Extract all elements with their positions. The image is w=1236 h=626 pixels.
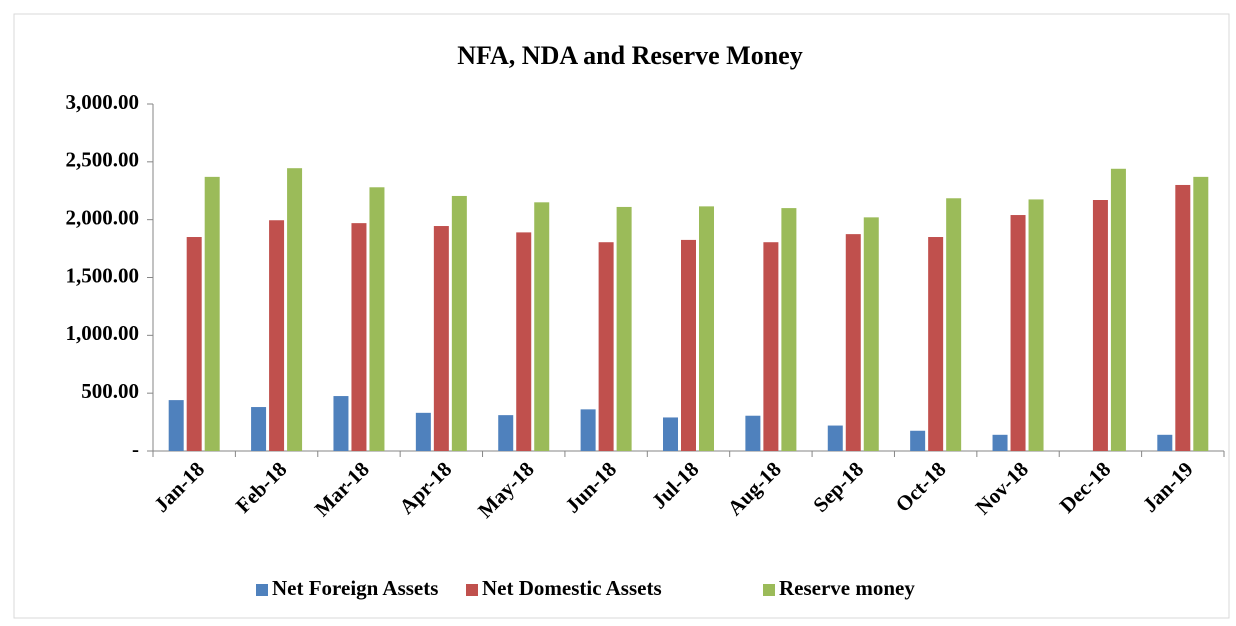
bar [433,226,449,451]
bar [269,220,285,451]
bar [415,412,431,451]
bar [1092,200,1108,451]
bar [992,434,1008,451]
bar [168,400,184,451]
bar [910,430,926,451]
bar [781,208,797,451]
bar [498,415,514,451]
legend-label: Net Domestic Assets [482,576,662,600]
bar [1010,215,1026,451]
y-tick-label: 1,000.00 [66,321,140,345]
bar [745,415,761,451]
legend-swatch [466,584,478,596]
bar [863,217,879,451]
bar [333,396,349,451]
bar [946,198,962,451]
bar [845,234,861,451]
legend-swatch [256,584,268,596]
bar [287,168,303,451]
bar [763,242,779,451]
bar [1157,434,1173,451]
bar [663,417,678,451]
y-tick-label: 2,000.00 [66,205,140,229]
y-tick-label: 1,500.00 [66,263,140,287]
bar [681,239,696,451]
bar [251,407,267,451]
bar [186,237,202,451]
y-tick-label: - [132,437,139,461]
chart-title: NFA, NDA and Reserve Money [457,41,802,70]
bar [1175,184,1191,451]
bar [534,202,550,451]
bar [451,195,467,451]
y-tick-label: 2,500.00 [66,148,140,172]
bar [1028,199,1044,451]
y-tick-label: 500.00 [81,379,139,403]
bar [1193,176,1209,451]
y-tick-label: 3,000.00 [66,90,140,114]
bar [204,176,220,451]
legend-label: Net Foreign Assets [272,576,438,600]
bar [351,223,367,451]
bar [827,425,843,451]
bar [598,242,614,451]
bar [369,187,385,451]
bar [616,206,632,451]
bar [1110,168,1126,452]
bar [928,237,944,451]
bar [580,409,596,451]
legend-swatch [763,584,775,596]
legend-label: Reserve money [779,576,915,600]
bar [699,206,714,451]
bar [516,232,532,451]
